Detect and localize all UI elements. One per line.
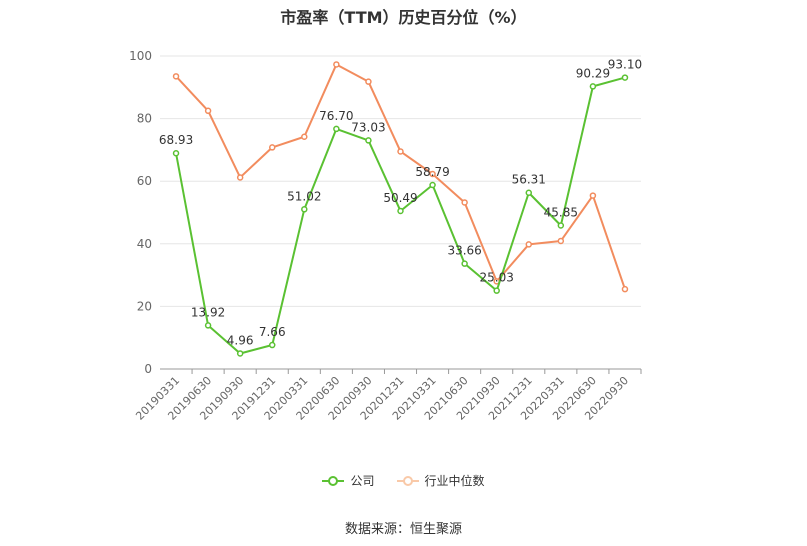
data-point-company[interactable] (365, 137, 372, 144)
data-point-company[interactable] (333, 125, 340, 133)
legend-item-industry-median[interactable]: 行业中位数 (396, 472, 485, 489)
data-point-company[interactable] (429, 181, 436, 189)
data-label: 33.66 (447, 244, 481, 258)
data-point-company[interactable] (301, 206, 308, 213)
legend-label-industry-median: 行业中位数 (424, 474, 485, 488)
y-tick-label: 60 (137, 174, 152, 188)
data-point-company[interactable] (525, 189, 533, 196)
data-point-industry-median[interactable] (333, 61, 340, 68)
data-label: 51.02 (287, 189, 321, 203)
data-label: 56.31 (512, 173, 546, 187)
data-point-industry-median[interactable] (268, 144, 276, 151)
y-tick-label: 40 (137, 237, 152, 251)
data-point-company[interactable] (204, 322, 212, 329)
data-point-industry-median[interactable] (365, 78, 372, 85)
y-tick-label: 80 (137, 112, 152, 126)
data-label: 25.03 (480, 271, 514, 285)
data-point-company[interactable] (557, 222, 565, 229)
data-point-industry-median[interactable] (429, 170, 436, 178)
data-point-industry-median[interactable] (461, 199, 468, 206)
data-point-company[interactable] (236, 350, 244, 357)
legend-label-company: 公司 (350, 474, 375, 488)
data-source: 数据来源：恒生聚源 (344, 522, 462, 537)
data-label: 7.66 (259, 325, 286, 339)
data-point-company[interactable] (172, 149, 180, 157)
data-point-industry-median[interactable] (621, 285, 629, 293)
data-point-company[interactable] (397, 207, 404, 215)
data-point-company[interactable] (621, 74, 629, 81)
y-tick-label: 100 (129, 49, 152, 63)
data-label: 68.93 (159, 133, 193, 147)
data-point-industry-median[interactable] (236, 174, 244, 181)
data-point-industry-median[interactable] (525, 241, 533, 248)
series-line-industry-median (175, 63, 626, 290)
data-label: 13.92 (191, 305, 225, 319)
data-label: 76.70 (319, 109, 353, 123)
data-point-industry-median[interactable] (589, 192, 597, 199)
data-point-industry-median[interactable] (172, 73, 180, 80)
data-point-company[interactable] (461, 260, 468, 267)
data-point-industry-median[interactable] (301, 133, 308, 141)
y-tick-label: 0 (144, 362, 152, 376)
data-point-company[interactable] (268, 341, 276, 349)
data-point-company[interactable] (589, 83, 597, 90)
legend-marker-industry-icon (396, 475, 419, 486)
legend-marker-company-icon (322, 475, 345, 486)
data-point-company[interactable] (493, 287, 500, 294)
data-point-industry-median[interactable] (204, 107, 212, 115)
data-label: 73.03 (351, 120, 385, 134)
data-label: 93.10 (608, 58, 642, 72)
data-label: 45.85 (544, 205, 578, 219)
y-tick-label: 20 (137, 299, 152, 313)
data-label: 90.29 (576, 66, 610, 80)
chart-title: 市盈率（TTM）历史百分位（%） (280, 8, 527, 27)
data-point-industry-median[interactable] (397, 148, 404, 155)
data-label: 58.79 (415, 165, 449, 179)
legend-item-company[interactable]: 公司 (322, 472, 375, 489)
data-point-industry-median[interactable] (557, 237, 565, 245)
data-label: 4.96 (227, 333, 254, 347)
legend: 公司 行业中位数 (0, 472, 807, 489)
data-label: 50.49 (383, 191, 417, 205)
